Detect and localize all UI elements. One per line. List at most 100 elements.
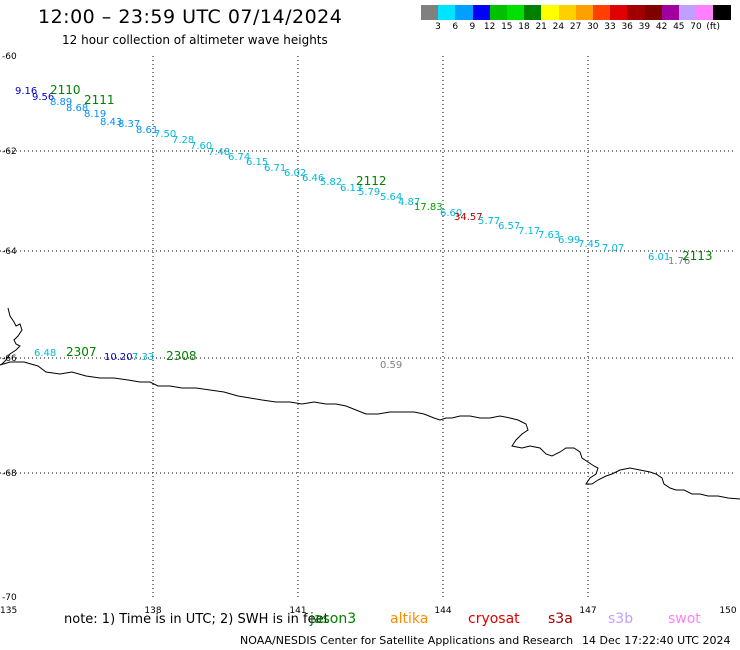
map-title: 12:00 – 23:59 UTC 07/14/2024 — [38, 6, 343, 28]
wave-height-reading: 8.43 — [100, 117, 122, 128]
legend-label: 36 — [621, 22, 633, 32]
legend-swatch — [713, 5, 732, 20]
wave-height-reading: 7.50 — [154, 129, 176, 140]
pass-time-label: 2113 — [682, 249, 713, 263]
satellite-name: s3b — [608, 611, 634, 627]
wave-height-reading: 8.89 — [50, 97, 72, 108]
wave-height-reading: 7.48 — [208, 147, 230, 158]
wave-height-reading: 9.16 — [15, 86, 37, 97]
wave-height-reading: 6.13 — [340, 183, 362, 194]
legend-swatch — [541, 5, 560, 20]
legend-swatch — [472, 5, 491, 20]
legend-swatch — [627, 5, 646, 20]
legend-label: 18 — [518, 22, 530, 32]
wave-height-reading: 6.02 — [284, 168, 306, 179]
wave-height-reading: 6.01 — [648, 252, 670, 263]
wave-height-reading: 8.61 — [136, 125, 158, 136]
satellite-name: altika — [390, 611, 429, 627]
legend-swatch — [507, 5, 525, 20]
wave-height-reading: 4.87 — [398, 197, 420, 208]
wave-height-reading: 17.83 — [414, 202, 443, 213]
wave-height-reading: 7.60 — [190, 141, 212, 152]
lat-lon-grid — [0, 56, 733, 597]
legend-swatch — [610, 5, 629, 20]
satellite-name: cryosat — [468, 611, 520, 627]
credit-line: NOAA/NESDIS Center for Satellite Applica… — [240, 634, 574, 647]
legend-swatch — [455, 5, 474, 20]
coastline — [0, 307, 740, 500]
wave-height-reading: 5.64 — [380, 192, 402, 203]
x-tick-label: 141 — [289, 606, 306, 616]
wave-height-reading: 7.07 — [602, 243, 624, 254]
x-tick-label: 144 — [434, 606, 451, 616]
satellite-name: s3a — [548, 611, 573, 627]
legend-label: 21 — [535, 22, 547, 32]
wave-height-reading: 34.57 — [454, 212, 483, 223]
wave-height-reading: 9.56 — [32, 92, 54, 103]
y-tick-label: -62 — [2, 147, 17, 157]
legend-swatch — [438, 5, 457, 20]
wave-height-reading: 5.77 — [478, 216, 500, 227]
wave-height-reading: 6.71 — [264, 163, 286, 174]
y-tick-label: -64 — [2, 247, 17, 257]
wave-height-reading: 5.79 — [358, 187, 380, 198]
y-tick-label: -60 — [2, 52, 17, 62]
legend-swatch — [593, 5, 611, 20]
wave-height-reading: 6.48 — [34, 348, 56, 359]
legend-label: 3 — [435, 22, 441, 32]
y-tick-label: -66 — [2, 354, 17, 364]
wave-height-reading: 0.59 — [380, 360, 402, 371]
wave-height-reading: 7.33 — [132, 352, 154, 363]
wave-height-reading: 6.99 — [558, 235, 580, 246]
legend-swatch — [696, 5, 715, 20]
legend-label: 39 — [638, 22, 651, 32]
legend-swatch — [644, 5, 663, 20]
pass-time-label: 2110 — [50, 83, 81, 97]
map-subtitle: 12 hour collection of altimeter wave hei… — [62, 33, 328, 47]
legend-label: 15 — [501, 22, 513, 32]
legend-label: 27 — [569, 22, 582, 32]
pass-time-label: 2307 — [66, 345, 97, 359]
wave-height-reading: 8.19 — [84, 109, 106, 120]
wave-height-reading: 6.46 — [302, 173, 324, 184]
wave-height-reading: 7.45 — [578, 239, 600, 250]
generated-timestamp: 14 Dec 17:22:40 UTC 2024 — [582, 634, 731, 647]
pass-time-label: 2111 — [84, 93, 115, 107]
wave-height-reading: 7.63 — [538, 230, 560, 241]
satellite-name: swot — [668, 611, 701, 627]
wave-height-reading: 10.20 — [104, 352, 133, 363]
wave-height-reading: 6.15 — [246, 157, 268, 168]
y-tick-label: -70 — [2, 593, 17, 603]
y-tick-label: -68 — [2, 469, 17, 479]
legend-label: 24 — [552, 22, 565, 32]
legend-swatch — [575, 5, 594, 20]
x-tick-label: 147 — [579, 606, 596, 616]
x-tick-label: 138 — [144, 606, 161, 616]
axis-tick-labels: 135 138 141 144 147 150 -60 -62 -64 -66 -68 -70 — [0, 52, 737, 616]
legend-swatch — [524, 5, 543, 20]
legend-label: 30 — [587, 22, 599, 32]
pass-time-label: 2308 — [166, 349, 197, 363]
legend-label: (ft) — [706, 22, 720, 32]
legend-label: 6 — [452, 22, 459, 32]
units-note: note: 1) Time is in UTC; 2) SWH is in fe… — [64, 612, 329, 627]
legend-label: 42 — [655, 22, 668, 32]
wave-height-reading: 1.76 — [668, 256, 690, 267]
wave-height-reading: 8.37 — [118, 119, 140, 130]
x-tick-label: 135 — [0, 606, 17, 616]
legend-label: 12 — [483, 22, 496, 32]
legend-swatch — [421, 5, 439, 20]
wave-height-reading: 6.60 — [440, 208, 462, 219]
legend-swatch — [489, 5, 508, 20]
wave-height-reading: 6.74 — [228, 152, 250, 163]
wave-height-reading: 8.68 — [66, 103, 88, 114]
satellite-name: jason3 — [310, 611, 357, 627]
legend-label: 33 — [604, 22, 616, 32]
wave-height-reading: 7.17 — [518, 226, 540, 237]
legend-swatch — [558, 5, 577, 20]
wave-height-reading: 6.57 — [498, 221, 520, 232]
wave-height-reading: 7.28 — [172, 135, 194, 146]
legend-swatch — [679, 5, 697, 20]
